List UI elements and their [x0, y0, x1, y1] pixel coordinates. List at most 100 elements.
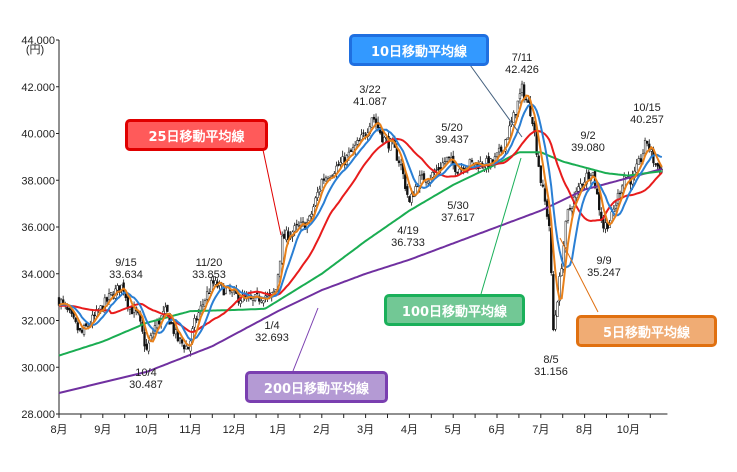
candle-body	[399, 163, 403, 166]
annotation-date: 9/15	[115, 257, 136, 269]
candle-body	[358, 140, 361, 142]
candle-body	[637, 158, 640, 165]
legend-connector	[292, 307, 319, 372]
x-tick-label: 5月	[445, 424, 462, 436]
legend-box: 100日移動平均線	[384, 294, 525, 326]
candle-body	[212, 280, 215, 284]
candle-body	[145, 344, 148, 350]
candle-body	[141, 321, 144, 332]
candle-body	[339, 162, 342, 165]
candle-body	[241, 294, 244, 303]
candle-body	[620, 185, 624, 193]
candle-body	[166, 304, 169, 312]
candle-body	[205, 291, 209, 300]
candle-body	[174, 329, 177, 335]
candle-body	[408, 196, 411, 202]
annotation-value: 39.080	[571, 142, 605, 154]
x-tick-label: 2月	[313, 424, 330, 436]
annotation-date: 10/15	[633, 102, 661, 114]
candle-body	[322, 178, 326, 181]
candle-body	[560, 268, 563, 276]
candle-body	[514, 114, 517, 116]
candle-body	[506, 137, 509, 140]
candle-body	[604, 222, 607, 230]
legend-connector	[261, 144, 282, 236]
candle-body	[272, 290, 275, 293]
candle-body	[570, 208, 574, 212]
annotation-date: 7/11	[512, 52, 533, 64]
candle-body	[595, 188, 599, 195]
candle-body	[122, 282, 125, 292]
x-tick-label: 12月	[223, 424, 246, 436]
legend-box: 10日移動平均線	[349, 34, 489, 66]
candle-body	[208, 292, 211, 295]
annotation-value: 36.733	[391, 237, 425, 249]
annotation-date: 10/4	[135, 367, 156, 379]
candle-body	[76, 322, 79, 331]
candle-body	[164, 306, 167, 314]
candle-body	[143, 332, 146, 347]
legend-connector	[559, 237, 599, 313]
candle-body	[109, 292, 113, 295]
candle-body	[602, 218, 605, 229]
ma10-line	[58, 103, 663, 341]
candle-body	[543, 188, 547, 202]
candle-body	[650, 149, 653, 152]
candle-body	[293, 225, 296, 232]
x-tick-label: 6月	[488, 424, 505, 436]
x-tick-label: 1月	[269, 424, 286, 436]
ma25-line	[58, 129, 663, 334]
y-tick-label: 30.000	[21, 362, 55, 374]
candle-body	[187, 346, 190, 350]
candle-body	[437, 167, 440, 170]
candle-body	[82, 325, 86, 335]
candle-body	[126, 296, 129, 308]
candle-body	[78, 328, 82, 331]
candle-body	[337, 164, 340, 166]
candle-body	[443, 161, 447, 164]
candle-body	[341, 156, 344, 164]
candle-body	[214, 280, 217, 285]
annotation-value: 40.257	[630, 114, 664, 126]
candle-body	[362, 132, 365, 134]
annotation-value: 39.437	[435, 134, 469, 146]
legend-box: 5日移動平均線	[576, 315, 717, 347]
candle-body	[389, 138, 392, 151]
candle-body	[74, 317, 77, 322]
candle-body	[281, 235, 284, 264]
annotation-value: 33.634	[109, 269, 143, 281]
candle-body	[445, 156, 449, 162]
y-tick-label: 42.000	[21, 82, 55, 94]
candle-body	[260, 300, 263, 303]
candle-body	[591, 171, 595, 176]
annotation-value: 42.426	[505, 64, 539, 76]
candle-body	[266, 295, 269, 297]
annotation-date: 8/5	[543, 354, 558, 366]
candle-body	[314, 197, 317, 206]
candle-body	[508, 125, 511, 139]
candle-body	[431, 172, 434, 178]
candle-body	[654, 163, 657, 165]
candle-body	[558, 275, 561, 302]
annotation-value: 35.247	[587, 267, 621, 279]
candle-body	[316, 192, 319, 198]
candle-body	[155, 319, 159, 329]
candle-body	[283, 233, 286, 239]
candle-body	[610, 211, 613, 222]
candle-body	[251, 298, 255, 301]
candle-body	[201, 304, 205, 307]
candle-body	[554, 314, 557, 330]
candle-body	[587, 171, 590, 180]
candle-body	[512, 112, 515, 123]
candle-body	[262, 300, 265, 304]
candle-body	[66, 306, 69, 310]
x-tick-label: 4月	[401, 424, 418, 436]
candle-body	[656, 163, 659, 167]
candle-body	[470, 160, 474, 162]
y-tick-label: 38.000	[21, 175, 55, 187]
y-tick-label: 32.000	[21, 316, 55, 328]
annotation-date: 4/19	[397, 225, 418, 237]
candle-body	[295, 223, 298, 226]
candle-body	[372, 116, 376, 120]
candle-body	[84, 323, 88, 327]
